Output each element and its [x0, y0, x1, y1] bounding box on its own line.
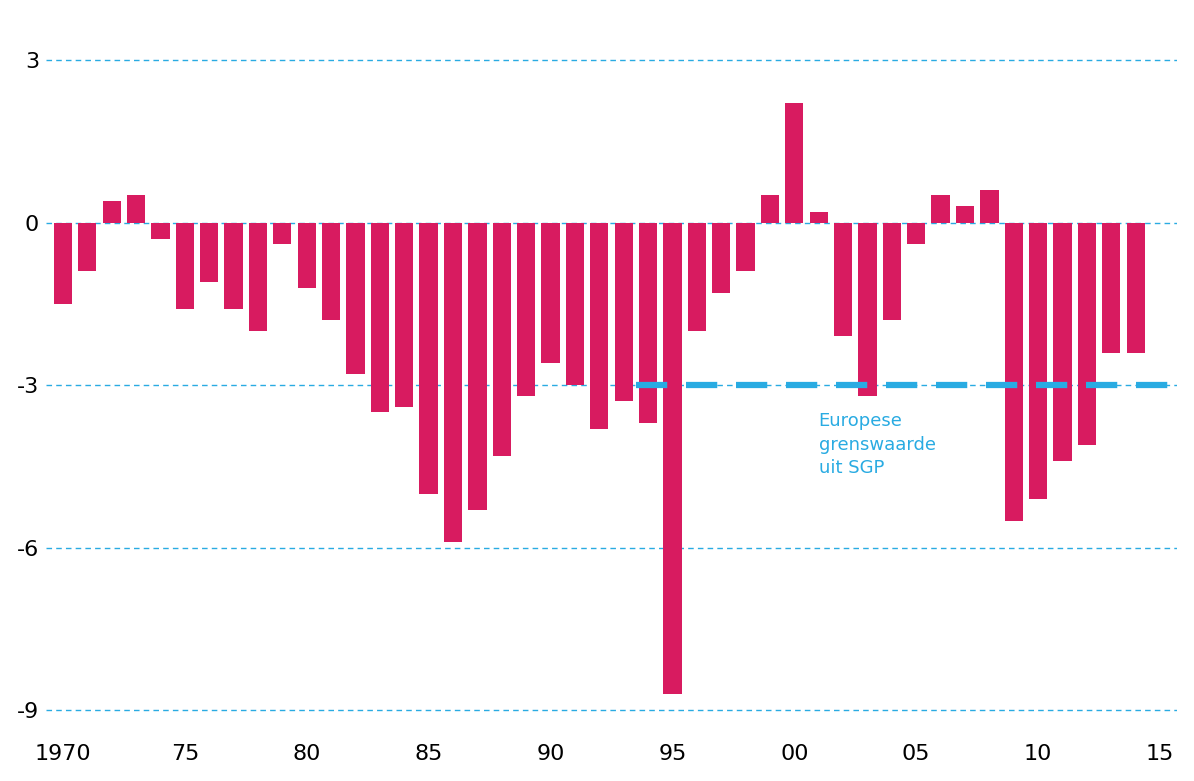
Bar	[1053, 223, 1072, 461]
Bar	[931, 195, 949, 223]
Bar	[786, 103, 804, 223]
Bar	[810, 212, 827, 223]
Bar	[737, 223, 755, 271]
Bar	[1004, 223, 1023, 521]
Bar	[444, 223, 462, 542]
Bar	[224, 223, 242, 309]
Bar	[907, 223, 925, 244]
Bar	[1029, 223, 1047, 499]
Bar	[1078, 223, 1096, 444]
Bar	[615, 223, 633, 401]
Bar	[664, 223, 682, 694]
Bar	[176, 223, 193, 309]
Bar	[712, 223, 731, 293]
Bar	[1126, 223, 1145, 353]
Bar	[322, 223, 340, 320]
Bar	[297, 223, 316, 287]
Text: Europese
grenswaarde
uit SGP: Europese grenswaarde uit SGP	[819, 412, 936, 477]
Bar	[858, 223, 876, 396]
Bar	[639, 223, 657, 423]
Bar	[541, 223, 560, 363]
Bar	[517, 223, 535, 396]
Bar	[493, 223, 511, 455]
Bar	[468, 223, 486, 510]
Bar	[152, 223, 170, 239]
Bar	[273, 223, 291, 244]
Bar	[590, 223, 609, 429]
Bar	[566, 223, 584, 385]
Bar	[882, 223, 901, 320]
Bar	[833, 223, 853, 337]
Bar	[956, 206, 974, 223]
Bar	[419, 223, 438, 494]
Bar	[980, 190, 998, 223]
Bar	[54, 223, 72, 304]
Bar	[1102, 223, 1120, 353]
Bar	[370, 223, 389, 412]
Bar	[395, 223, 413, 407]
Bar	[346, 223, 364, 374]
Bar	[761, 195, 780, 223]
Bar	[248, 223, 267, 331]
Bar	[127, 195, 146, 223]
Bar	[78, 223, 97, 271]
Bar	[103, 201, 121, 223]
Bar	[688, 223, 706, 331]
Bar	[201, 223, 219, 282]
